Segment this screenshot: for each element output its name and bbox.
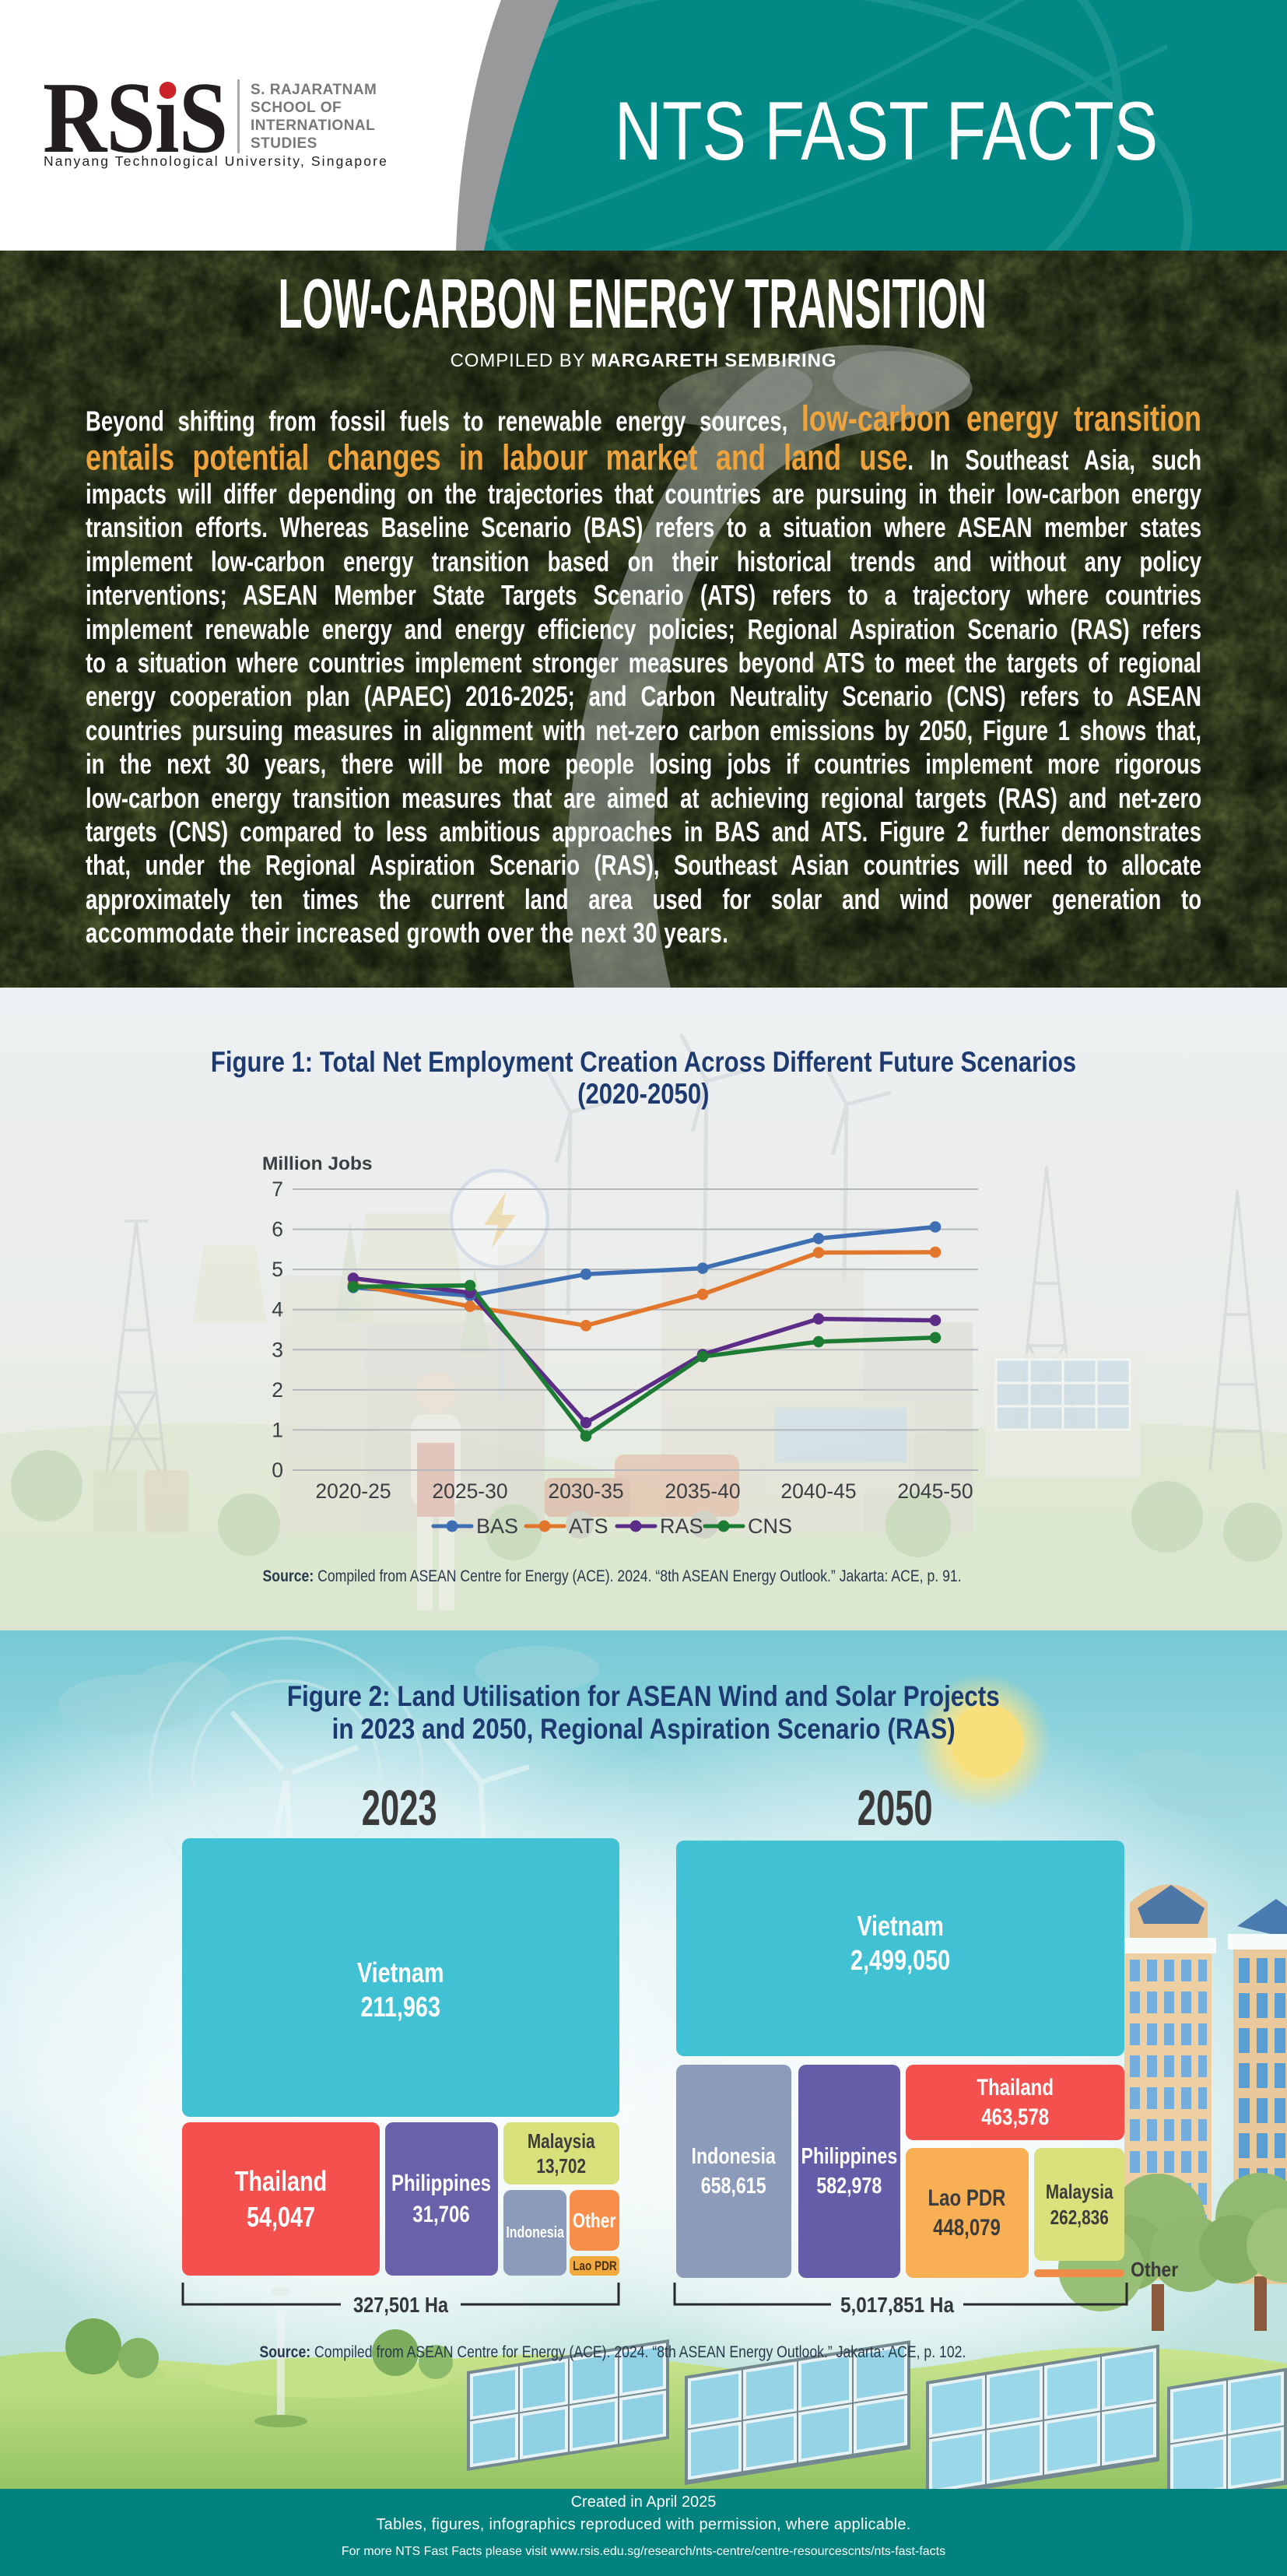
svg-text:CNS: CNS — [748, 1514, 792, 1538]
svg-text:3: 3 — [272, 1338, 283, 1361]
svg-text:RAS: RAS — [660, 1514, 703, 1538]
svg-text:2025-30: 2025-30 — [432, 1479, 507, 1503]
svg-text:BAS: BAS — [476, 1514, 518, 1538]
svg-text:2030-35: 2030-35 — [548, 1479, 623, 1503]
svg-text:2: 2 — [272, 1378, 283, 1402]
svg-text:2035-40: 2035-40 — [665, 1479, 740, 1503]
svg-text:4: 4 — [272, 1298, 283, 1321]
svg-text:Million Jobs: Million Jobs — [262, 1153, 373, 1174]
svg-text:1: 1 — [272, 1418, 283, 1441]
svg-text:ATS: ATS — [569, 1514, 608, 1538]
svg-text:5,017,851 Ha: 5,017,851 Ha — [840, 2293, 954, 2317]
svg-text:2020-25: 2020-25 — [315, 1479, 391, 1503]
svg-text:2045-50: 2045-50 — [897, 1479, 973, 1503]
svg-text:7: 7 — [272, 1177, 283, 1201]
svg-text:2040-45: 2040-45 — [780, 1479, 856, 1503]
svg-text:0: 0 — [272, 1458, 283, 1482]
svg-text:5: 5 — [272, 1258, 283, 1281]
svg-text:6: 6 — [272, 1218, 283, 1241]
svg-text:327,501 Ha: 327,501 Ha — [353, 2293, 448, 2317]
